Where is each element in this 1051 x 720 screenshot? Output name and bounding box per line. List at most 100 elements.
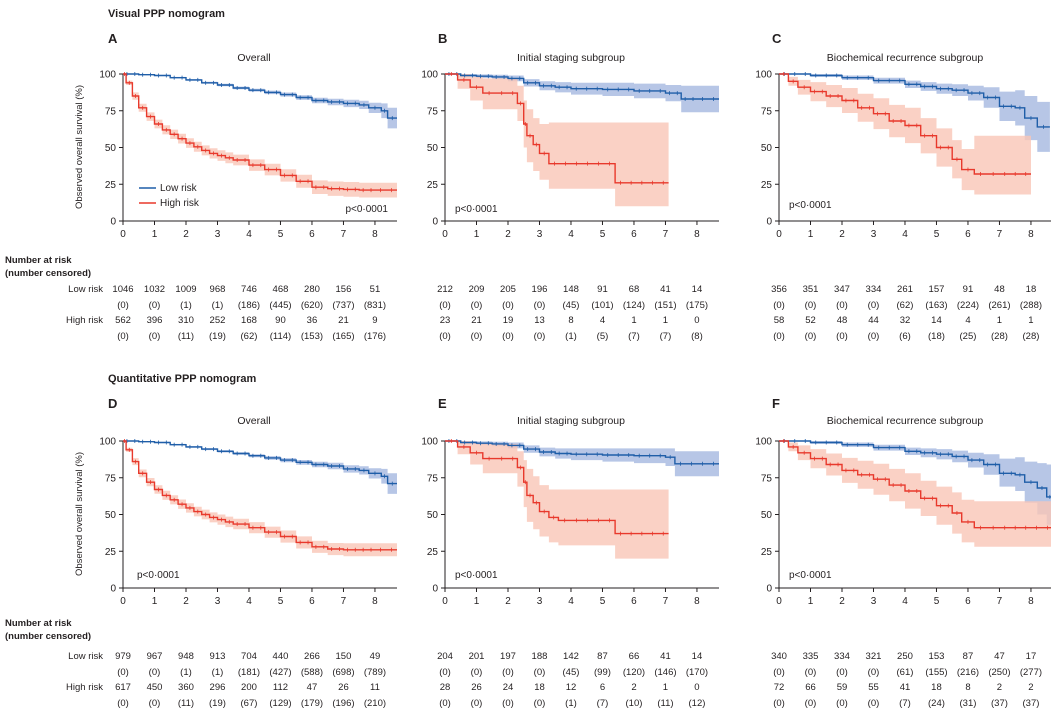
survival-line-high-e bbox=[445, 440, 669, 535]
risk-cell-c-high-censored-8: (28) bbox=[1023, 331, 1040, 342]
risk-cell-a-low-4: 746 bbox=[241, 284, 257, 295]
risk-cell-d-high-7: 26 bbox=[338, 682, 349, 693]
risk-cell-c-low-7: 48 bbox=[994, 284, 1005, 295]
x-tick-label-f-4: 4 bbox=[902, 596, 908, 607]
x-tick-label-f-2: 2 bbox=[839, 596, 845, 607]
risk-cell-a-high-1: 396 bbox=[147, 315, 163, 326]
risk-cell-a-low-censored-7: (737) bbox=[332, 300, 354, 311]
risk-cell-a-low-censored-8: (831) bbox=[364, 300, 386, 311]
x-tick-label-c-2: 2 bbox=[839, 229, 845, 240]
risk-cell-d-high-0: 617 bbox=[115, 682, 131, 693]
risk-header-line1-top: Number at risk bbox=[5, 255, 72, 266]
survival-line-high-c bbox=[779, 73, 1031, 175]
p-value-b: p<0·0001 bbox=[455, 204, 498, 215]
risk-cell-b-high-censored-0: (0) bbox=[439, 331, 451, 342]
risk-cell-a-low-0: 1046 bbox=[112, 284, 133, 295]
risk-cell-f-low-censored-1: (0) bbox=[805, 667, 817, 678]
risk-cell-b-high-censored-4: (1) bbox=[565, 331, 577, 342]
x-tick-label-e-5: 5 bbox=[600, 596, 606, 607]
panel-letter-b: B bbox=[438, 31, 447, 46]
risk-cell-c-low-censored-0: (0) bbox=[773, 300, 785, 311]
risk-cell-f-high-1: 66 bbox=[805, 682, 816, 693]
risk-cell-b-high-2: 19 bbox=[503, 315, 514, 326]
risk-cell-c-low-censored-6: (224) bbox=[957, 300, 979, 311]
p-value-f: p<0·0001 bbox=[789, 570, 832, 581]
x-tick-label-c-7: 7 bbox=[997, 229, 1003, 240]
risk-cell-c-low-censored-4: (62) bbox=[897, 300, 914, 311]
panel-title-c: Biochemical recurrence subgroup bbox=[827, 52, 984, 64]
x-tick-label-e-1: 1 bbox=[474, 596, 480, 607]
risk-cell-c-high-5: 14 bbox=[931, 315, 942, 326]
risk-cell-f-high-6: 8 bbox=[965, 682, 970, 693]
x-tick-label-d-1: 1 bbox=[152, 596, 158, 607]
ci-band-high-c bbox=[779, 74, 1031, 195]
x-tick-label-f-0: 0 bbox=[776, 596, 782, 607]
y-tick-label-e-25: 25 bbox=[427, 547, 439, 558]
risk-cell-b-low-6: 68 bbox=[629, 284, 640, 295]
risk-cell-b-high-censored-5: (5) bbox=[597, 331, 609, 342]
x-tick-label-e-7: 7 bbox=[663, 596, 669, 607]
panel-title-a: Overall bbox=[237, 52, 270, 64]
x-tick-label-d-7: 7 bbox=[341, 596, 347, 607]
risk-low-label-top: Low risk bbox=[68, 284, 103, 295]
x-tick-label-b-6: 6 bbox=[631, 229, 637, 240]
risk-cell-c-high-0: 58 bbox=[774, 315, 785, 326]
risk-cell-c-low-6: 91 bbox=[963, 284, 974, 295]
risk-cell-b-low-censored-5: (101) bbox=[591, 300, 613, 311]
risk-cell-d-low-7: 150 bbox=[336, 651, 352, 662]
ci-band-low-a bbox=[123, 74, 397, 129]
x-tick-label-f-3: 3 bbox=[871, 596, 877, 607]
risk-cell-b-high-4: 8 bbox=[568, 315, 573, 326]
risk-cell-b-high-censored-2: (0) bbox=[502, 331, 514, 342]
risk-cell-e-high-7: 1 bbox=[663, 682, 668, 693]
risk-cell-a-low-5: 468 bbox=[273, 284, 289, 295]
risk-cell-e-low-censored-5: (99) bbox=[594, 667, 611, 678]
risk-cell-b-high-censored-7: (7) bbox=[660, 331, 672, 342]
y-tick-label-b-75: 75 bbox=[427, 106, 439, 117]
risk-cell-c-low-5: 157 bbox=[929, 284, 945, 295]
risk-cell-c-high-1: 52 bbox=[805, 315, 816, 326]
x-tick-label-e-4: 4 bbox=[568, 596, 574, 607]
risk-cell-e-high-censored-7: (11) bbox=[657, 698, 673, 709]
risk-cell-b-low-8: 14 bbox=[692, 284, 703, 295]
risk-cell-b-low-0: 212 bbox=[437, 284, 453, 295]
risk-cell-f-high-4: 41 bbox=[900, 682, 911, 693]
risk-cell-d-high-censored-0: (0) bbox=[117, 698, 129, 709]
risk-cell-d-low-8: 49 bbox=[370, 651, 381, 662]
risk-cell-f-high-8: 2 bbox=[1028, 682, 1033, 693]
panel-letter-a: A bbox=[108, 31, 118, 46]
risk-cell-e-high-2: 24 bbox=[503, 682, 514, 693]
risk-cell-f-high-censored-1: (0) bbox=[805, 698, 817, 709]
risk-cell-e-low-1: 201 bbox=[469, 651, 485, 662]
risk-cell-f-low-censored-0: (0) bbox=[773, 667, 785, 678]
risk-cell-d-high-censored-6: (179) bbox=[301, 698, 323, 709]
survival-line-low-d bbox=[123, 440, 397, 485]
x-tick-label-c-8: 8 bbox=[1028, 229, 1034, 240]
y-tick-label-a-25: 25 bbox=[105, 180, 117, 191]
y-tick-label-c-75: 75 bbox=[761, 106, 773, 117]
risk-cell-f-high-3: 55 bbox=[868, 682, 879, 693]
risk-cell-d-low-censored-8: (789) bbox=[364, 667, 386, 678]
risk-cell-a-high-6: 36 bbox=[307, 315, 318, 326]
risk-cell-f-high-censored-5: (24) bbox=[928, 698, 945, 709]
x-tick-label-e-8: 8 bbox=[694, 596, 700, 607]
panel-letter-f: F bbox=[772, 396, 780, 411]
x-tick-label-b-3: 3 bbox=[537, 229, 543, 240]
risk-cell-e-high-censored-1: (0) bbox=[471, 698, 483, 709]
risk-cell-e-low-censored-0: (0) bbox=[439, 667, 451, 678]
risk-cell-f-high-censored-2: (0) bbox=[836, 698, 848, 709]
risk-cell-f-low-0: 340 bbox=[771, 651, 787, 662]
risk-cell-e-low-censored-6: (120) bbox=[623, 667, 645, 678]
risk-cell-f-low-censored-4: (61) bbox=[897, 667, 914, 678]
risk-cell-f-low-censored-8: (277) bbox=[1020, 667, 1042, 678]
y-tick-label-d-50: 50 bbox=[105, 510, 117, 521]
risk-cell-c-low-2: 347 bbox=[834, 284, 850, 295]
risk-cell-d-low-1: 967 bbox=[147, 651, 163, 662]
risk-cell-a-low-censored-2: (1) bbox=[180, 300, 192, 311]
risk-cell-c-high-censored-1: (0) bbox=[805, 331, 817, 342]
risk-cell-d-low-5: 440 bbox=[273, 651, 289, 662]
risk-cell-c-high-censored-6: (25) bbox=[960, 331, 977, 342]
y-tick-label-f-50: 50 bbox=[761, 510, 773, 521]
